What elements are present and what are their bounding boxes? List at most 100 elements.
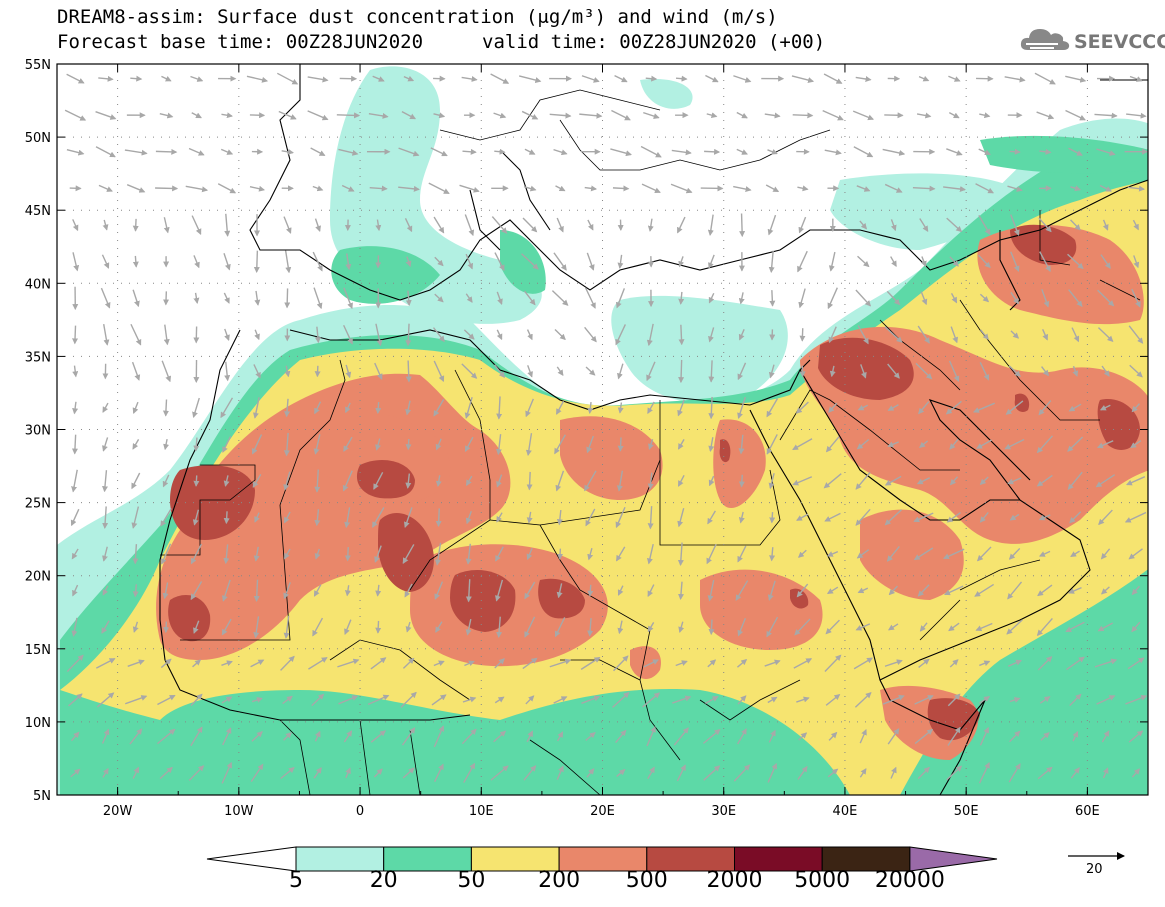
wind-arrow — [190, 693, 203, 707]
wind-arrow — [495, 434, 502, 456]
wind-arrow — [223, 475, 230, 487]
wind-arrow — [581, 695, 601, 704]
wind-arrow — [738, 329, 745, 341]
wind-arrow — [314, 509, 321, 527]
wind-arrow — [796, 513, 809, 521]
wind-arrow — [1068, 289, 1083, 308]
wind-arrow — [738, 292, 745, 305]
wind-arrow — [254, 290, 261, 306]
wind-arrow — [797, 185, 809, 192]
wind-arrow — [193, 292, 200, 304]
wind-arrow — [948, 360, 960, 383]
wind-arrow — [283, 511, 291, 524]
wind-arrow — [1034, 72, 1056, 85]
wind-arrow — [461, 363, 478, 379]
wind-arrow — [251, 434, 263, 455]
wind-arrow — [250, 659, 265, 668]
wind-arrow — [188, 147, 205, 156]
wind-arrow — [162, 399, 169, 417]
wind-arrow — [191, 215, 202, 235]
wind-arrow — [617, 437, 624, 452]
wind-arrow — [463, 762, 476, 783]
wind-arrow — [190, 726, 203, 747]
wind-arrow — [496, 291, 503, 305]
wind-arrow — [611, 109, 631, 121]
wind-arrow — [68, 693, 83, 707]
wind-arrow — [131, 361, 141, 381]
wind-arrow — [737, 545, 747, 563]
wind-arrow — [344, 619, 352, 635]
wind-arrow — [1068, 587, 1082, 594]
wind-arrow — [402, 767, 415, 779]
wind-arrow — [587, 548, 594, 561]
wind-arrow — [615, 506, 626, 529]
wind-arrow — [673, 727, 689, 746]
wind-arrow — [584, 470, 597, 492]
wind-arrow — [276, 72, 299, 85]
wind-arrow — [493, 112, 507, 119]
colorbar-segment — [383, 846, 472, 872]
wind-arrow — [193, 255, 200, 269]
wind-arrow — [132, 621, 139, 633]
wind-arrow — [345, 364, 352, 379]
wind-arrow — [557, 548, 564, 560]
wind-arrow — [71, 617, 78, 637]
wind-arrow — [677, 475, 685, 487]
wind-arrow — [223, 511, 230, 525]
wind-arrow — [526, 548, 533, 561]
wind-arrow — [678, 324, 685, 346]
wind-arrow — [555, 470, 565, 492]
wind-arrow — [375, 438, 381, 451]
wind-arrow — [798, 216, 807, 234]
wind-arrow — [433, 360, 445, 383]
wind-arrow — [825, 693, 841, 706]
wind-arrow — [1100, 586, 1110, 595]
wind-arrow — [465, 543, 472, 565]
wind-arrow — [860, 364, 867, 379]
wind-arrow — [949, 659, 959, 668]
wind-arrow — [824, 654, 842, 673]
wind-arrow — [913, 547, 934, 561]
wind-arrow — [405, 323, 412, 347]
wind-arrow — [792, 476, 813, 486]
wind-arrow — [549, 658, 572, 668]
wind-arrow — [617, 402, 624, 414]
wind-arrow — [1071, 327, 1080, 343]
wind-arrow — [647, 621, 655, 633]
lat-label: 45N — [25, 204, 51, 219]
wind-arrow — [617, 254, 624, 269]
wind-arrow — [344, 507, 351, 529]
wind-arrow — [647, 218, 654, 232]
lon-label: 10W — [224, 804, 254, 819]
wind-arrow — [132, 401, 139, 414]
wind-arrow — [1070, 550, 1080, 558]
wind-arrow — [314, 469, 321, 493]
wind-arrow — [430, 147, 448, 157]
wind-arrow — [1036, 617, 1053, 637]
lat-label: 55N — [25, 58, 51, 73]
wind-arrow — [796, 696, 810, 703]
wind-arrow — [915, 362, 933, 380]
wind-arrow — [308, 657, 328, 670]
wind-arrow — [707, 579, 715, 602]
wind-arrow — [1007, 185, 1023, 192]
wind-arrow — [343, 730, 353, 743]
lat-label: 50N — [25, 131, 51, 146]
wind-arrow — [524, 581, 536, 600]
wind-arrow — [102, 402, 109, 413]
wind-arrow — [101, 254, 110, 269]
wind-arrow — [525, 433, 533, 457]
wind-arrow — [375, 620, 382, 634]
wind-arrow — [434, 293, 444, 303]
wind-arrow — [367, 694, 390, 706]
wind-arrow — [402, 657, 415, 669]
wind-arrow — [400, 691, 417, 708]
wind-arrow — [859, 728, 867, 744]
wind-arrow — [737, 362, 747, 381]
wind-arrow — [254, 512, 260, 523]
wind-arrow — [979, 696, 991, 704]
wind-arrow — [102, 470, 108, 493]
wind-arrow — [251, 731, 263, 742]
wind-arrow — [1038, 400, 1052, 416]
